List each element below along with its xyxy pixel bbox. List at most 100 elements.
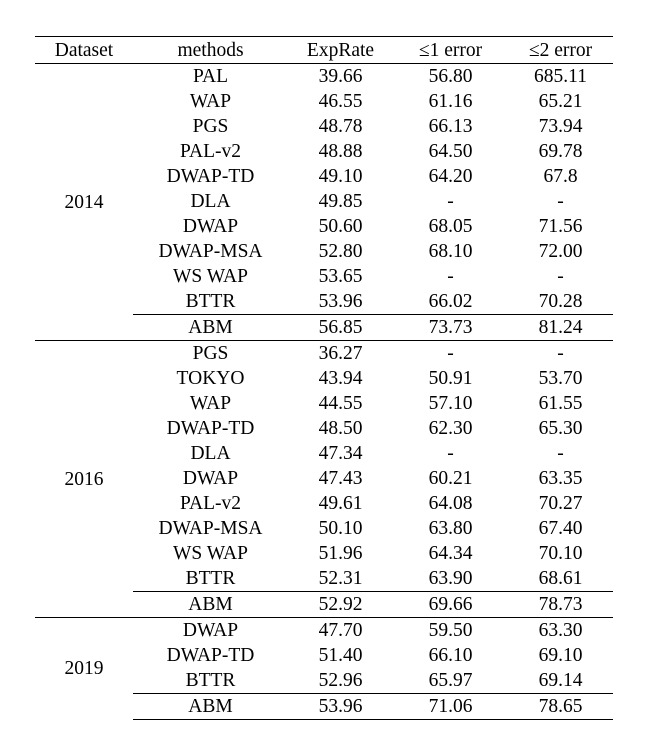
table-row: DLA 47.34 - - xyxy=(35,441,613,466)
table-row: DWAP-TD 48.50 62.30 65.30 xyxy=(35,416,613,441)
method-cell: PAL xyxy=(192,66,229,87)
le1-error-cell: - xyxy=(447,266,454,287)
method-cell: WS WAP xyxy=(173,543,248,564)
table-row: BTTR 53.96 66.02 70.28 xyxy=(35,289,613,315)
le2-error-cell: 73.94 xyxy=(538,116,583,137)
exprate-cell: 51.40 xyxy=(318,645,363,666)
method-cell: DWAP xyxy=(182,216,239,237)
le1-error-cell: 59.50 xyxy=(393,617,508,643)
le1-error-cell: 63.90 xyxy=(428,568,473,589)
le2-error-cell: - xyxy=(508,340,613,366)
le1-error-cell: 61.16 xyxy=(428,91,473,112)
table-row: WAP 46.55 61.16 65.21 xyxy=(35,89,613,114)
le2-error-cell: 69.14 xyxy=(538,670,583,691)
table-row: DWAP 50.60 68.05 71.56 xyxy=(35,214,613,239)
le1-error-cell: 64.50 xyxy=(428,141,473,162)
method-cell: TOKYO xyxy=(176,368,245,389)
method-cell: BTTR xyxy=(185,291,236,312)
exprate-cell: 44.55 xyxy=(318,393,363,414)
le1-error-cell: 63.80 xyxy=(428,518,473,539)
method-cell: DLA xyxy=(190,443,231,464)
exprate-cell: 53.96 xyxy=(288,693,393,720)
method-cell: DWAP-TD xyxy=(166,418,255,439)
le2-error-cell: 70.28 xyxy=(538,291,583,312)
le1-error-cell: - xyxy=(393,340,508,366)
table-row: DWAP-TD 49.10 64.20 67.8 xyxy=(35,164,613,189)
table-row: PAL-v2 49.61 64.08 70.27 xyxy=(35,491,613,516)
header-dataset: Dataset xyxy=(35,36,133,64)
table-row: PAL-v2 48.88 64.50 69.78 xyxy=(35,139,613,164)
table-row: PGS 48.78 66.13 73.94 xyxy=(35,114,613,139)
le2-error-cell: 70.10 xyxy=(538,543,583,564)
le2-error-cell: 78.65 xyxy=(508,693,613,720)
exprate-cell: 51.96 xyxy=(318,543,363,564)
method-cell: DWAP xyxy=(133,617,288,643)
le2-error-cell: 63.30 xyxy=(508,617,613,643)
exprate-cell: 50.10 xyxy=(318,518,363,539)
table-row: DLA 49.85 - - xyxy=(35,189,613,214)
method-cell: WS WAP xyxy=(173,266,248,287)
exprate-cell: 47.34 xyxy=(318,443,363,464)
method-cell: PAL-v2 xyxy=(179,493,242,514)
le2-error-cell: 67.40 xyxy=(538,518,583,539)
le1-error-cell: 64.08 xyxy=(428,493,473,514)
le1-error-cell: 50.91 xyxy=(428,368,473,389)
table-row: BTTR 52.96 65.97 69.14 xyxy=(35,668,613,694)
le1-error-cell: 69.66 xyxy=(393,591,508,618)
table-row: DWAP-MSA 52.80 68.10 72.00 xyxy=(35,239,613,264)
method-cell: DWAP-TD xyxy=(166,166,255,187)
header-row: Dataset methods ExpRate ≤1 error ≤2 erro… xyxy=(35,36,613,64)
method-cell: ABM xyxy=(133,693,288,720)
le2-error-cell: 69.10 xyxy=(538,645,583,666)
method-cell: DWAP-MSA xyxy=(158,241,263,262)
exprate-cell: 53.65 xyxy=(318,266,363,287)
method-cell: PGS xyxy=(192,116,229,137)
exprate-cell: 47.43 xyxy=(318,468,363,489)
exprate-cell: 46.55 xyxy=(318,91,363,112)
header-methods: methods xyxy=(133,36,288,64)
exprate-cell: 48.78 xyxy=(318,116,363,137)
le2-error-cell: 70.27 xyxy=(538,493,583,514)
method-cell: BTTR xyxy=(185,670,236,691)
exprate-cell: 52.31 xyxy=(318,568,363,589)
le2-error-cell: 53.70 xyxy=(538,368,583,389)
dataset-cell: 2014 xyxy=(64,191,104,213)
method-cell: ABM xyxy=(133,591,288,618)
le2-error-cell: 78.73 xyxy=(508,591,613,618)
method-cell: DWAP xyxy=(182,468,239,489)
table-body: 2014 PAL 39.66 56.80 685.11 WAP 46.55 61.16 65.2… xyxy=(35,64,613,720)
le1-error-cell: 66.02 xyxy=(428,291,473,312)
exprate-cell: 48.88 xyxy=(318,141,363,162)
le2-error-cell: 65.30 xyxy=(538,418,583,439)
le2-error-cell: 685.11 xyxy=(534,66,587,87)
table-row: WS WAP 53.65 - - xyxy=(35,264,613,289)
method-cell: BTTR xyxy=(185,568,236,589)
table-row-best: ABM 52.92 69.66 78.73 xyxy=(35,591,613,618)
method-cell: ABM xyxy=(133,314,288,341)
le2-error-cell: - xyxy=(557,191,564,212)
le1-error-cell: 60.21 xyxy=(428,468,473,489)
table-row: WAP 44.55 57.10 61.55 xyxy=(35,391,613,416)
le1-error-cell: 62.30 xyxy=(428,418,473,439)
table-row: WS WAP 51.96 64.34 70.10 xyxy=(35,541,613,566)
le1-error-cell: 64.20 xyxy=(428,166,473,187)
le1-error-cell: 73.73 xyxy=(393,314,508,341)
table-row: DWAP-MSA 50.10 63.80 67.40 xyxy=(35,516,613,541)
le2-error-cell: 71.56 xyxy=(538,216,583,237)
exprate-cell: 39.66 xyxy=(318,66,363,87)
le2-error-cell: 68.61 xyxy=(538,568,583,589)
table-row: 2016 PGS 36.27- - xyxy=(35,340,613,618)
le2-error-cell: 63.35 xyxy=(538,468,583,489)
table-row: BTTR 52.31 63.90 68.61 xyxy=(35,566,613,592)
le2-error-cell: 81.24 xyxy=(508,314,613,341)
exprate-cell: 52.96 xyxy=(318,670,363,691)
method-cell: DWAP-MSA xyxy=(158,518,263,539)
method-cell: WAP xyxy=(189,91,232,112)
exprate-cell: 47.70 xyxy=(288,617,393,643)
le1-error-cell: 71.06 xyxy=(393,693,508,720)
le1-error-cell: 56.80 xyxy=(428,66,473,87)
header-exprate: ExpRate xyxy=(288,36,393,64)
le2-error-cell: 61.55 xyxy=(538,393,583,414)
le1-error-cell: - xyxy=(447,191,454,212)
le1-error-cell: 68.10 xyxy=(428,241,473,262)
